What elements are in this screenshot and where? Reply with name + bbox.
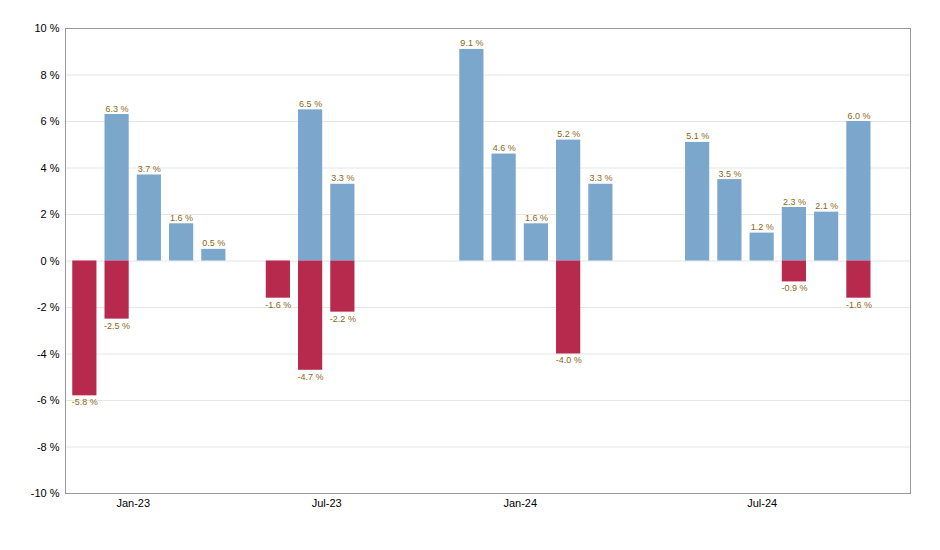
svg-text:Jan-23: Jan-23 [116, 497, 150, 509]
svg-text:-6 %: -6 % [37, 394, 60, 406]
svg-text:3.7 %: 3.7 % [138, 164, 161, 174]
svg-text:-4.7 %: -4.7 % [298, 372, 324, 382]
svg-text:2.3 %: 2.3 % [783, 197, 806, 207]
svg-text:Jul-23: Jul-23 [312, 497, 342, 509]
svg-text:1.6 %: 1.6 % [170, 213, 193, 223]
svg-text:10 %: 10 % [34, 22, 59, 34]
svg-text:-8 %: -8 % [37, 441, 60, 453]
svg-text:6.3 %: 6.3 % [106, 104, 129, 114]
svg-text:-10 %: -10 % [31, 487, 60, 499]
svg-text:6 %: 6 % [41, 115, 60, 127]
svg-text:-1.6 %: -1.6 % [265, 300, 291, 310]
svg-text:-4.0 %: -4.0 % [556, 355, 582, 365]
svg-text:-1.6 %: -1.6 % [846, 300, 872, 310]
svg-text:4 %: 4 % [41, 162, 60, 174]
svg-text:1.2 %: 1.2 % [751, 222, 774, 232]
svg-text:6.0 %: 6.0 % [847, 111, 870, 121]
svg-text:5.2 %: 5.2 % [557, 129, 580, 139]
svg-text:1.6 %: 1.6 % [525, 213, 548, 223]
svg-text:-2.5 %: -2.5 % [104, 321, 130, 331]
svg-text:-5.8 %: -5.8 % [72, 397, 98, 407]
svg-text:6.5 %: 6.5 % [299, 99, 322, 109]
svg-text:9.1 %: 9.1 % [460, 38, 483, 48]
svg-text:-0.9 %: -0.9 % [781, 283, 807, 293]
svg-text:3.5 %: 3.5 % [718, 169, 741, 179]
svg-text:-4 %: -4 % [37, 348, 60, 360]
svg-text:2.1 %: 2.1 % [815, 201, 838, 211]
svg-text:-2 %: -2 % [37, 301, 60, 313]
svg-text:5.1 %: 5.1 % [686, 131, 709, 141]
svg-text:Jul-24: Jul-24 [747, 497, 777, 509]
svg-text:4.6 %: 4.6 % [493, 143, 516, 153]
svg-text:0.5 %: 0.5 % [202, 238, 225, 248]
svg-text:0 %: 0 % [41, 255, 60, 267]
svg-text:8 %: 8 % [41, 69, 60, 81]
svg-text:3.3 %: 3.3 % [589, 173, 612, 183]
svg-text:3.3 %: 3.3 % [331, 173, 354, 183]
svg-text:-2.2 %: -2.2 % [330, 314, 356, 324]
svg-text:2 %: 2 % [41, 208, 60, 220]
svg-text:Jan-24: Jan-24 [503, 497, 537, 509]
